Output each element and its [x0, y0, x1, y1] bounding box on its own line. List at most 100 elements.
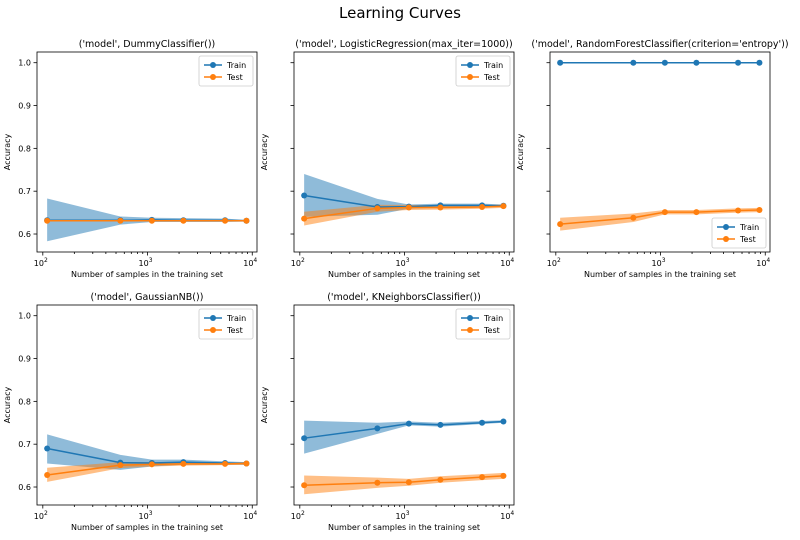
- x-tick-exponent: 3: [406, 510, 410, 517]
- x-tick-exponent: 3: [149, 510, 153, 517]
- point-test: [301, 482, 308, 489]
- legend-marker-test: [467, 327, 473, 333]
- point-test: [500, 472, 507, 479]
- legend-marker-train: [723, 224, 729, 230]
- y-axis-label: Accuracy: [3, 386, 12, 423]
- x-axis-label: Number of samples in the training set: [71, 270, 223, 279]
- legend: Train Test: [198, 308, 254, 340]
- legend-marker-train: [467, 62, 473, 68]
- y-tick-label: 0.8: [18, 144, 31, 153]
- x-tick-label: 103: [396, 510, 410, 521]
- x-tick-label: 102: [34, 510, 48, 521]
- legend: Train Test: [711, 217, 767, 249]
- x-tick-exponent: 2: [301, 257, 305, 264]
- x-axis-label: Number of samples in the training set: [328, 523, 480, 532]
- point-test: [148, 461, 155, 468]
- x-axis-label: Number of samples in the training set: [71, 523, 223, 532]
- line-test: [560, 209, 760, 225]
- x-tick-label: 104: [756, 257, 770, 268]
- point-test: [44, 217, 51, 224]
- y-axis-label: Accuracy: [260, 133, 269, 170]
- point-test: [756, 207, 763, 214]
- band-test: [304, 204, 504, 226]
- point-test: [148, 217, 155, 224]
- legend-marker-train: [467, 315, 473, 321]
- point-test: [479, 474, 486, 481]
- x-tick-label: 102: [291, 510, 305, 521]
- x-tick-label: 103: [139, 510, 153, 521]
- legend-label-train: Train: [739, 223, 759, 232]
- legend-label-train: Train: [226, 314, 246, 323]
- legend-marker-test: [210, 74, 216, 80]
- legend-label-test: Test: [739, 235, 756, 244]
- line-train: [304, 194, 504, 208]
- point-test: [117, 462, 124, 469]
- subplot-title: ('model', LogisticRegression(max_iter=10…: [295, 39, 512, 50]
- point-train: [661, 59, 668, 66]
- band-train: [47, 434, 247, 470]
- point-test: [500, 203, 507, 210]
- x-tick-exponent: 3: [406, 257, 410, 264]
- subplot-title: ('model', DummyClassifier()): [79, 39, 216, 50]
- y-tick-label: 0.6: [18, 230, 31, 239]
- legend-label-train: Train: [483, 61, 503, 70]
- x-axis-label: Number of samples in the training set: [584, 270, 736, 279]
- point-train: [693, 59, 700, 66]
- x-tick-label: 102: [547, 257, 561, 268]
- x-tick-exponent: 4: [253, 510, 257, 517]
- subplot-1: 102 103 104 0.6 0.7 0.8 0.9 1.0 ('model', DummyC…: [3, 39, 257, 279]
- legend-label-train: Train: [483, 314, 503, 323]
- legend-marker-test: [210, 327, 216, 333]
- point-test: [661, 209, 668, 216]
- x-tick-label: 104: [243, 257, 257, 268]
- y-tick-label: 0.6: [18, 483, 31, 492]
- y-tick-label: 0.7: [18, 187, 31, 196]
- point-test: [557, 221, 564, 228]
- band-test: [560, 207, 760, 231]
- point-test: [405, 479, 412, 486]
- axes-frame: [36, 304, 258, 506]
- y-axis-label: Accuracy: [3, 133, 12, 170]
- axes-frame: [549, 51, 771, 253]
- x-tick-label: 103: [652, 257, 666, 268]
- x-tick-label: 102: [291, 257, 305, 268]
- y-tick-label: 1.0: [18, 312, 31, 321]
- subplot-4: 102 103 104 0.6 0.7 0.8 0.9 1.0 ('model', Gaussi…: [3, 292, 257, 532]
- point-test: [735, 207, 742, 214]
- point-test: [374, 479, 381, 486]
- point-test: [222, 217, 229, 224]
- line-train: [304, 420, 504, 439]
- axes-frame: [293, 304, 515, 506]
- point-train: [756, 59, 763, 66]
- line-test: [304, 475, 504, 487]
- point-test: [222, 460, 229, 467]
- legend-label-test: Test: [483, 73, 500, 82]
- y-axis-label: Accuracy: [516, 133, 525, 170]
- legend: Train Test: [455, 55, 511, 87]
- x-tick-label: 104: [500, 510, 514, 521]
- x-tick-exponent: 2: [301, 510, 305, 517]
- axes-frame: [36, 51, 258, 253]
- y-tick-label: 0.8: [18, 397, 31, 406]
- point-test: [405, 204, 412, 211]
- subplot-2: 102 103 104 ('model', LogisticRegression(ma…: [260, 39, 514, 279]
- band-test: [47, 462, 247, 482]
- legend-marker-train: [210, 62, 216, 68]
- x-tick-label: 103: [139, 257, 153, 268]
- figure-title: Learning Curves: [339, 4, 461, 22]
- x-tick-exponent: 2: [44, 257, 48, 264]
- point-test: [479, 204, 486, 211]
- x-tick-label: 102: [34, 257, 48, 268]
- subplot-3: 102 103 104 ('model', RandomForestClassifie…: [516, 39, 789, 279]
- x-tick-exponent: 4: [253, 257, 257, 264]
- x-tick-exponent: 3: [662, 257, 666, 264]
- x-tick-exponent: 4: [510, 257, 514, 264]
- legend-label-train: Train: [226, 61, 246, 70]
- legend-marker-test: [467, 74, 473, 80]
- line-test: [47, 462, 247, 476]
- point-test: [437, 204, 444, 211]
- legend-label-test: Test: [226, 326, 243, 335]
- point-train: [301, 435, 308, 442]
- y-tick-label: 0.9: [18, 102, 31, 111]
